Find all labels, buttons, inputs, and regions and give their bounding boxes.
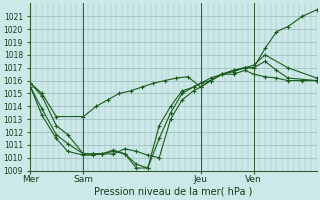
X-axis label: Pression niveau de la mer( hPa ): Pression niveau de la mer( hPa ) (94, 187, 253, 197)
